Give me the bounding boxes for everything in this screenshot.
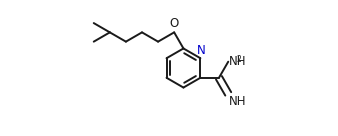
Text: NH: NH <box>229 95 246 108</box>
Text: N: N <box>197 44 206 57</box>
Text: O: O <box>170 17 179 30</box>
Text: 2: 2 <box>237 55 241 64</box>
Text: NH: NH <box>229 55 246 68</box>
